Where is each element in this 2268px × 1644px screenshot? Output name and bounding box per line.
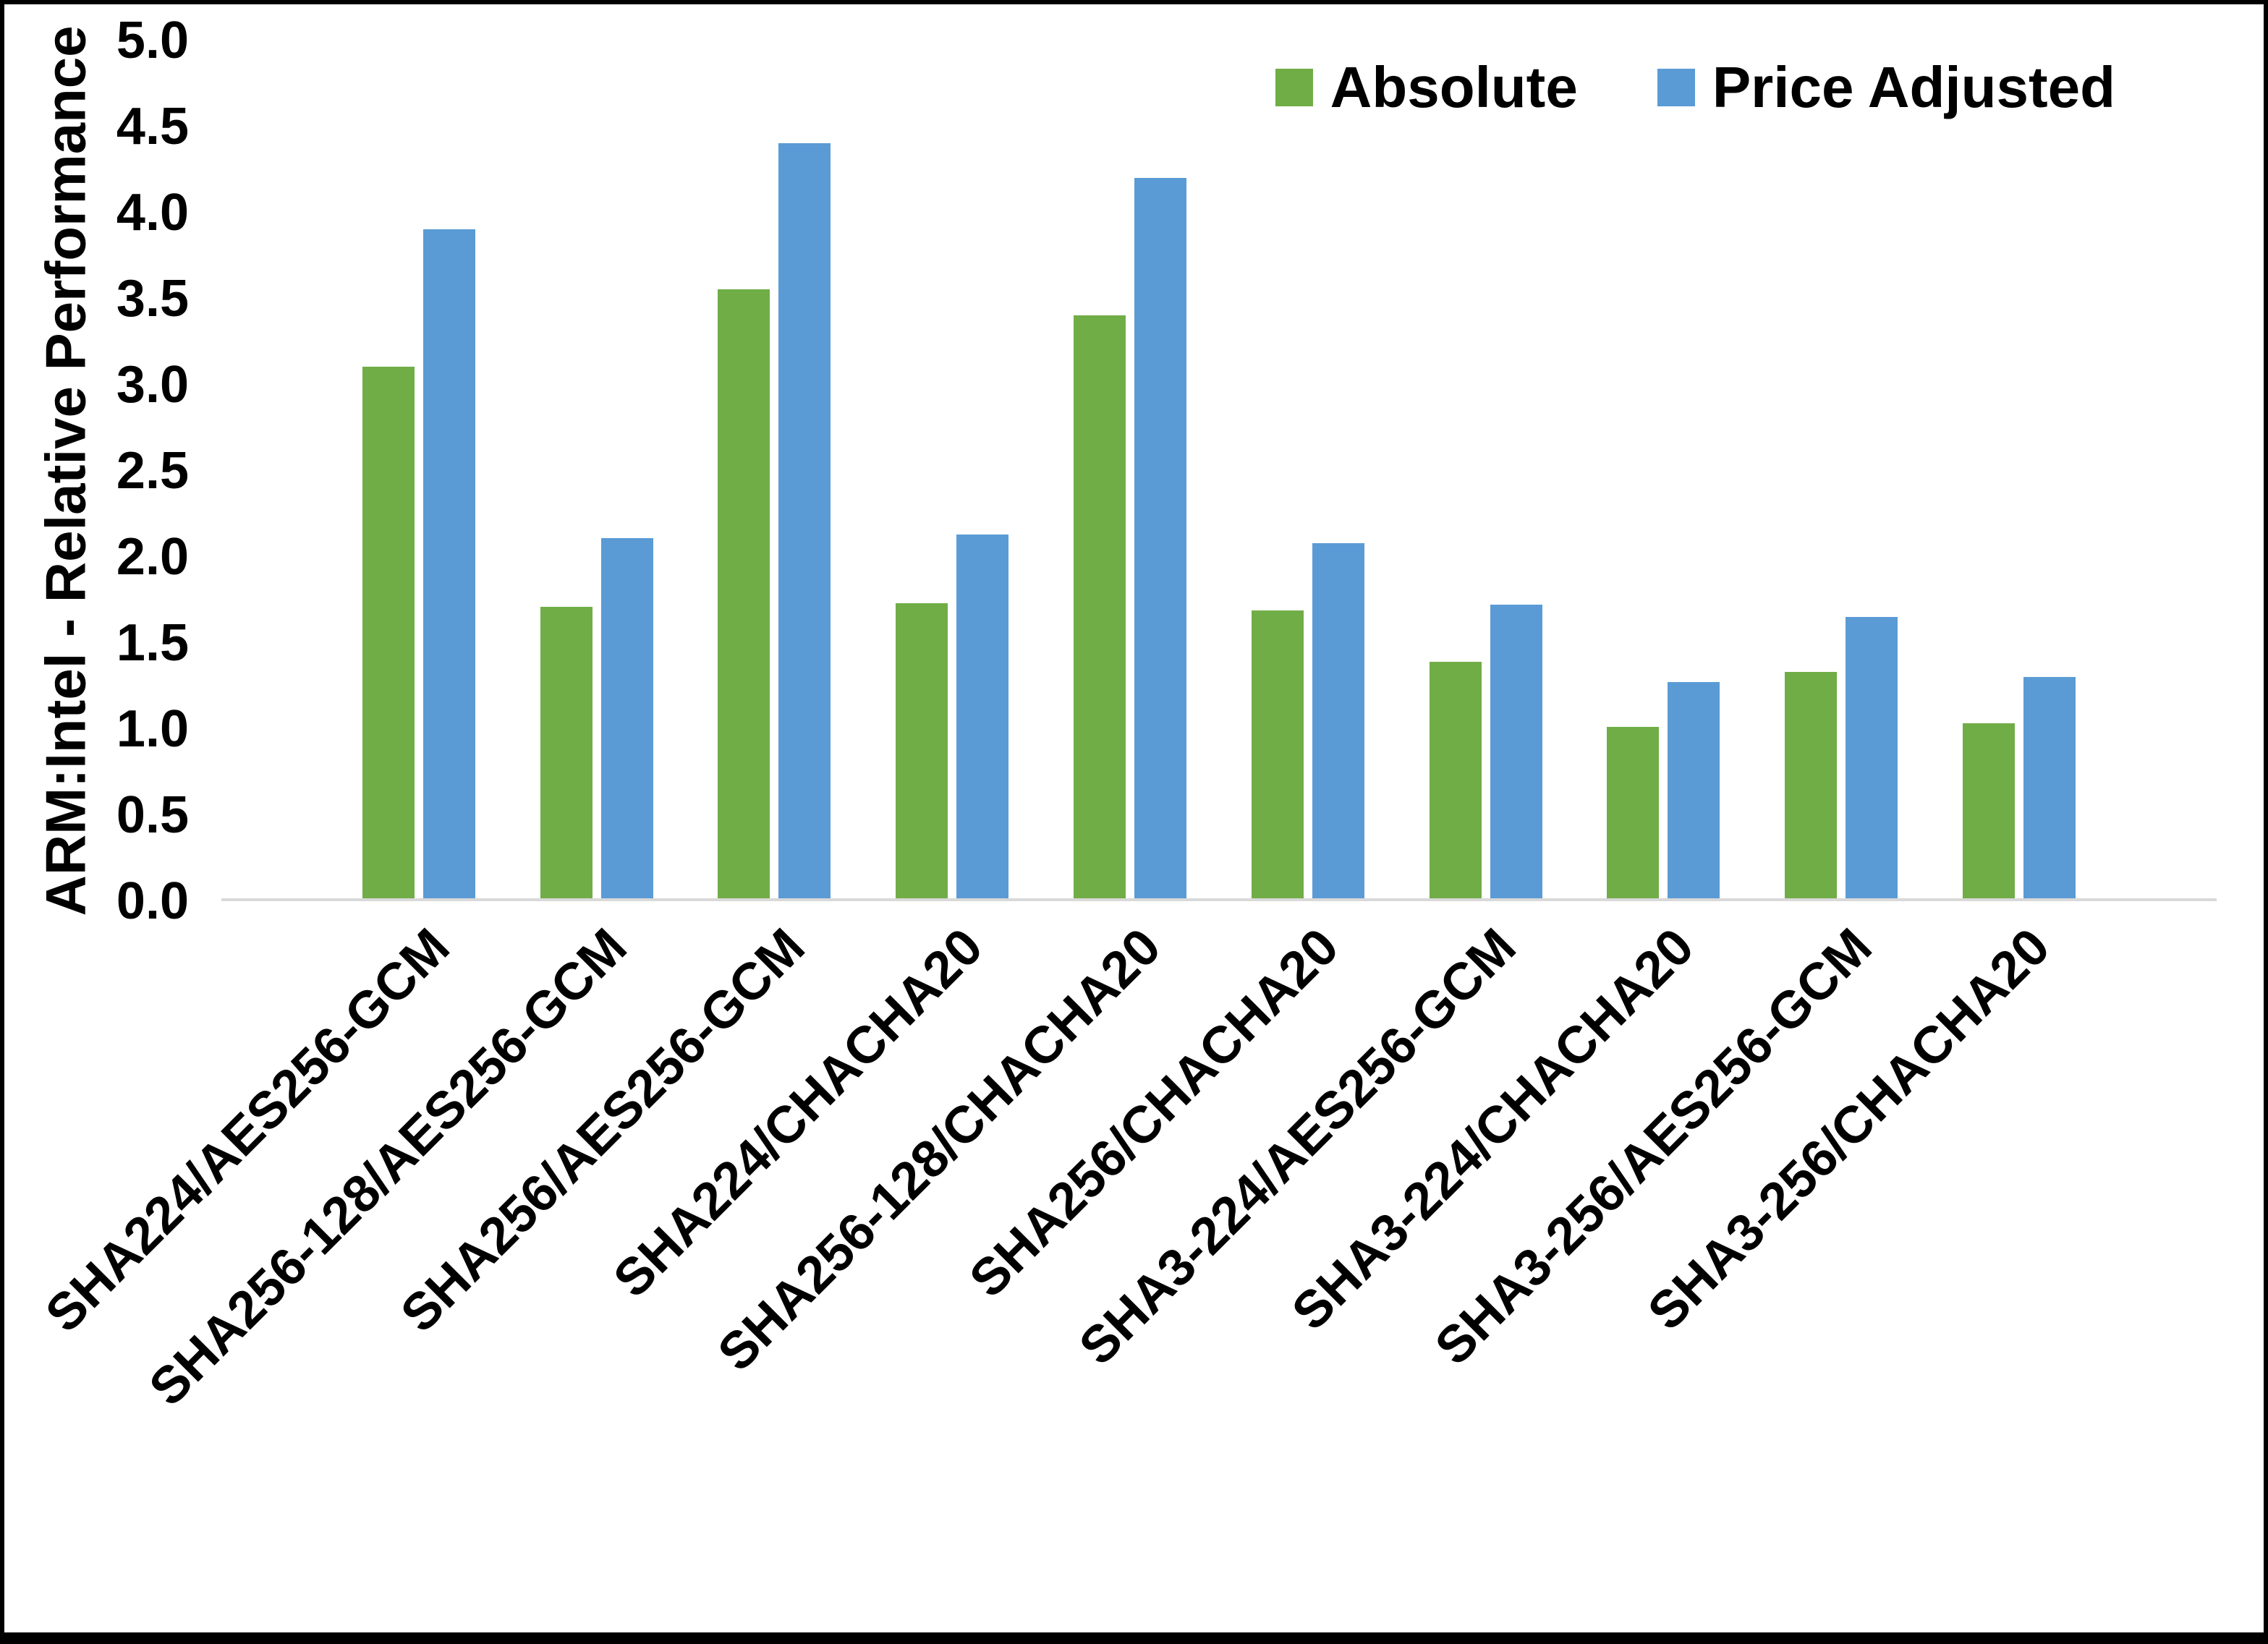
y-tick-label: 5.0 [116,12,189,69]
bar-group [686,41,864,898]
absolute-bar [362,366,415,898]
legend-swatch-absolute-icon [1275,69,1313,106]
absolute-bar [1785,671,1838,898]
legend-item-absolute: Absolute [1275,59,1578,116]
bar-group [330,41,508,898]
y-tick-label: 4.0 [116,184,189,242]
plot-area: 0.0 0.5 1.0 1.5 2.0 2.5 3.0 3.5 4.0 4.5 5.0 Absolu… [116,14,2217,927]
bar-group [1575,41,1753,898]
bar-group [1219,41,1397,898]
y-tick-label: 2.5 [116,442,189,500]
bar-group [1041,41,1219,898]
bar-group [1397,41,1575,898]
y-tick-label: 3.0 [116,356,189,414]
price-adjusted-bar [1846,617,1898,898]
bar-group [1752,41,1930,898]
price-adjusted-bar [778,143,831,898]
bar-group [863,41,1041,898]
bar-group [1930,41,2108,898]
x-axis-labels: SHA224/AES256-GCM SHA256-128/AES256-GCM SH… [34,917,2061,1418]
absolute-bar [1074,315,1126,898]
legend-item-price-adjusted: Price Adjusted [1657,59,2115,116]
y-tick-label: 4.5 [116,98,189,156]
price-adjusted-bar [956,534,1009,898]
price-adjusted-bar [1490,605,1542,898]
legend-label-absolute: Absolute [1330,55,1578,119]
absolute-bar [540,606,593,898]
legend: Absolute Price Adjusted [1275,59,2115,116]
price-adjusted-bar [1134,177,1187,898]
price-adjusted-bar [1668,682,1720,898]
absolute-bar [1963,723,2016,898]
y-axis-title: ARM:Intel - Relative Performance [33,25,98,916]
absolute-bar [1429,661,1482,898]
plot-bars [221,41,2217,901]
absolute-bar [718,289,770,898]
price-adjusted-bar [2023,677,2076,898]
legend-swatch-price-adjusted-icon [1657,69,1695,106]
price-adjusted-bar [600,537,653,898]
absolute-bar [1607,726,1660,898]
y-tick-label: 2.0 [116,528,189,586]
y-tick-label: 0.5 [116,786,189,844]
bar-group [508,41,686,898]
price-adjusted-bar [1312,543,1364,898]
legend-label-price-adjusted: Price Adjusted [1712,55,2115,119]
absolute-bar [896,603,948,898]
y-tick-label: 1.0 [116,700,189,758]
y-tick-label: 1.5 [116,614,189,672]
y-tick-label: 3.5 [116,270,189,328]
y-tick-label: 0.0 [116,872,189,930]
price-adjusted-bar [422,229,475,898]
absolute-bar [1251,610,1304,898]
